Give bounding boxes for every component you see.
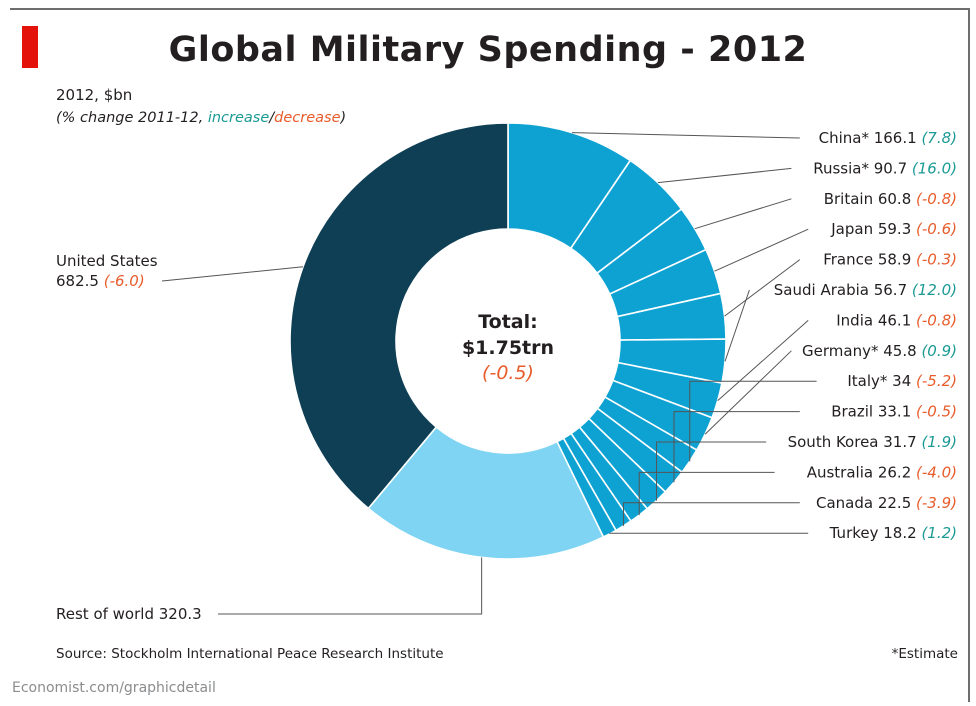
leader-line-germany [704,350,792,435]
label-value: 31.7 [883,433,921,451]
label-india: India 46.1 (-0.8) [836,311,957,329]
label-china: China* 166.1 (7.8) [819,129,957,147]
leader-line-japan [714,228,809,272]
leader-line-united-states [161,266,304,282]
label-name: Germany* [802,342,883,360]
slice-rest-of-world [367,425,605,560]
label-australia: Australia 26.2 (-4.0) [807,463,957,481]
label-united-states-value: 682.5 (-6.0) [56,272,145,290]
label-saudi-arabia: Saudi Arabia 56.7 (12.0) [774,281,957,299]
label-change: (1.9) [921,433,957,451]
slice-united-states [289,122,509,510]
label-value: 682.5 [56,272,104,290]
label-name: Australia [807,463,878,481]
label-value: 58.9 [878,251,916,269]
label-value: 34 [892,372,916,390]
label-change: (-0.5) [916,403,957,421]
label-canada: Canada 22.5 (-3.9) [816,494,957,512]
label-change: (-6.0) [104,272,145,290]
label-change: (12.0) [912,281,957,299]
label-value: 45.8 [883,342,921,360]
change-note: (% change 2011-12, increase/decrease) [56,110,346,126]
label-united-states: United States [56,252,158,270]
leader-line-south-korea [656,441,767,501]
label-name: Britain [824,190,878,208]
note-decrease: decrease [274,110,341,126]
label-name: Russia* [813,159,874,177]
label-name: India [836,311,878,329]
label-change: (7.8) [921,129,957,147]
label-germany: Germany* 45.8 (0.9) [802,342,957,360]
donut-slices [289,122,727,560]
accent-tag [22,26,38,68]
leader-line-india [717,320,809,402]
label-change: (-0.6) [916,220,957,238]
label-south-korea: South Korea 31.7 (1.9) [788,433,957,451]
label-name: South Korea [788,433,884,451]
label-value: 90.7 [874,159,912,177]
label-name: Italy* [847,372,892,390]
label-value: 26.2 [878,463,916,481]
note-suffix: ) [340,110,347,126]
leader-line-brazil [673,411,800,483]
label-value: 166.1 [874,129,922,147]
label-france: France 58.9 (-0.3) [823,251,957,269]
label-change: (-3.9) [916,494,957,512]
label-japan: Japan 59.3 (-0.6) [830,220,957,238]
label-turkey: Turkey 18.2 (1.2) [829,524,957,542]
center-total-change: (-0.5) [482,362,534,384]
leader-line-italy [689,380,817,462]
label-change: (-0.8) [916,190,957,208]
label-italy: Italy* 34 (-5.2) [847,372,957,390]
leader-lines [161,132,817,615]
label-value: 46.1 [878,311,916,329]
label-value: 22.5 [878,494,916,512]
center-total-label: Total: [478,311,538,333]
label-name: Saudi Arabia [774,281,874,299]
chart-subtitle: 2012, $bn [56,86,133,104]
label-change: (1.2) [921,524,957,542]
label-name: France [823,251,878,269]
leader-line-france [724,259,801,317]
source-note: Source: Stockholm International Peace Re… [56,646,444,662]
label-value: 18.2 [883,524,921,542]
label-value: 56.7 [874,281,912,299]
label-name: Turkey [829,524,884,542]
leader-line-britain [694,198,792,230]
label-name: Canada [816,494,878,512]
label-change: (-4.0) [916,463,957,481]
note-prefix: (% change 2011-12, [56,110,208,126]
label-rest-of-world: Rest of world 320.3 [56,605,202,623]
leader-line-canada [623,502,800,526]
estimate-footnote: *Estimate [891,646,958,662]
leader-line-russia [657,167,792,184]
leader-line-china [571,132,800,139]
note-increase: increase [207,110,270,126]
leader-line-turkey [609,532,809,534]
label-change: (-5.2) [916,372,957,390]
label-value: 33.1 [878,403,916,421]
label-brazil: Brazil 33.1 (-0.5) [831,403,957,421]
label-name: China* [819,129,874,147]
label-change: (16.0) [912,159,957,177]
note-slash: / [269,110,275,126]
slice-labels: China* 166.1 (7.8) Russia* 90.7 (16.0) Bri… [56,129,957,623]
label-value: 60.8 [878,190,916,208]
leader-line-australia [638,471,775,516]
center-total-value: $1.75trn [462,337,554,359]
label-change: (0.9) [921,342,957,360]
leader-line-rest-of-world [218,557,483,615]
label-value: 59.3 [878,220,916,238]
credit-link[interactable]: Economist.com/graphicdetail [12,680,216,696]
label-name: Japan [830,220,878,238]
leader-line-saudi-arabia [724,289,750,362]
label-name: Brazil [831,403,878,421]
label-britain: Britain 60.8 (-0.8) [824,190,957,208]
label-change: (-0.8) [916,311,957,329]
chart-title: Global Military Spending - 2012 [168,30,808,70]
label-russia: Russia* 90.7 (16.0) [813,159,957,177]
label-change: (-0.3) [916,251,957,269]
